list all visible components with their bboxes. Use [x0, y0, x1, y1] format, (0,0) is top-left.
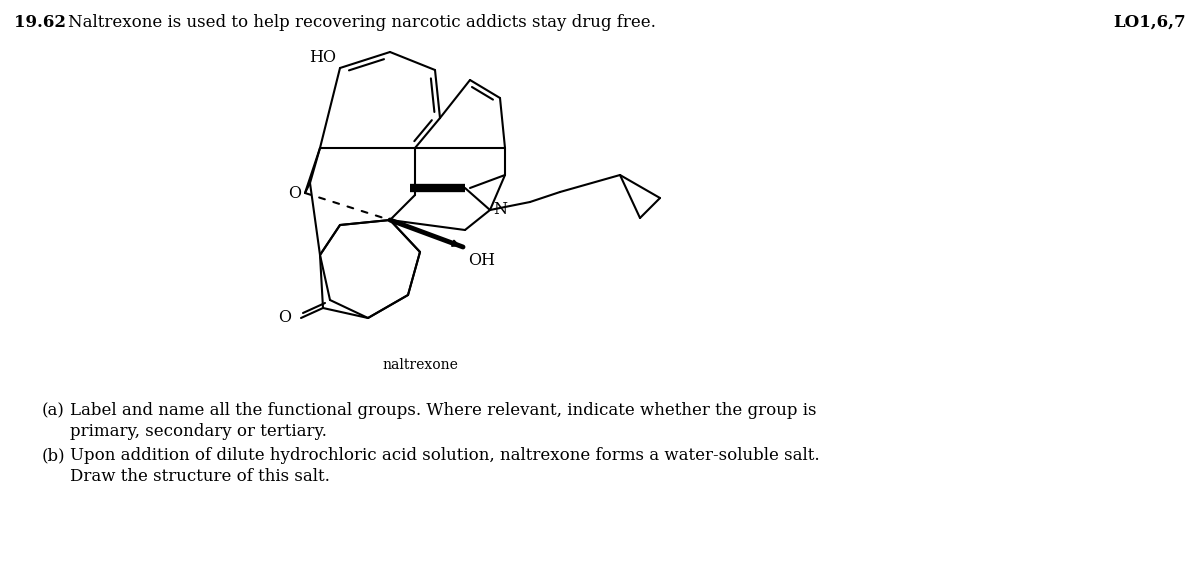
Text: N: N [493, 201, 508, 219]
Text: naltrexone: naltrexone [382, 358, 458, 372]
Text: (a): (a) [42, 402, 65, 419]
Text: OH: OH [468, 252, 496, 269]
Text: Upon addition of dilute hydrochloric acid solution, naltrexone forms a water-sol: Upon addition of dilute hydrochloric aci… [70, 447, 820, 464]
Text: Label and name all the functional groups. Where relevant, indicate whether the g: Label and name all the functional groups… [70, 402, 816, 419]
Text: O: O [288, 184, 301, 201]
Text: Naltrexone is used to help recovering narcotic addicts stay drug free.: Naltrexone is used to help recovering na… [68, 14, 656, 31]
Text: primary, secondary or tertiary.: primary, secondary or tertiary. [70, 423, 326, 440]
Text: 19.62: 19.62 [14, 14, 66, 31]
Text: LO1,6,7: LO1,6,7 [1114, 14, 1186, 31]
Text: O: O [278, 309, 292, 327]
Text: (b): (b) [42, 447, 66, 464]
Text: HO: HO [310, 49, 336, 66]
Text: Draw the structure of this salt.: Draw the structure of this salt. [70, 468, 330, 485]
